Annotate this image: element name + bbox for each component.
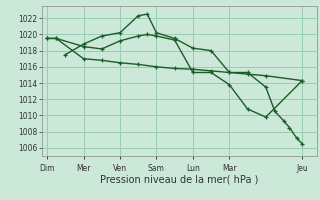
X-axis label: Pression niveau de la mer( hPa ): Pression niveau de la mer( hPa )	[100, 174, 258, 184]
